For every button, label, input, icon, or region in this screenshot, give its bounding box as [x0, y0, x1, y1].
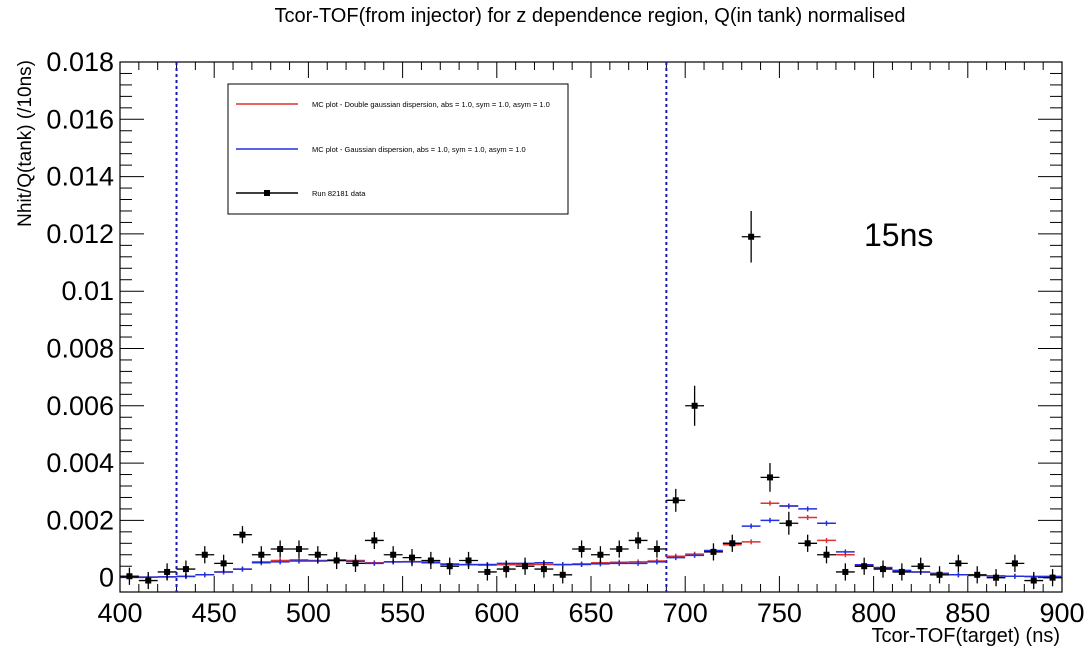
data-point [371, 537, 378, 544]
data-point [616, 546, 623, 553]
data-point [936, 571, 943, 578]
y-tick-label: 0.002 [46, 505, 114, 535]
data-point [861, 563, 868, 570]
data-point [220, 560, 227, 567]
y-axis-label: Nhit/Q(tank) (/10ns) [15, 60, 36, 227]
y-tick-label: 0.008 [46, 333, 114, 363]
data-point [182, 566, 189, 573]
data-point [880, 566, 887, 573]
data-point [277, 546, 284, 553]
x-tick-label: 700 [663, 598, 708, 628]
legend-entry-black: Run 82181 data [312, 189, 366, 198]
data-point [974, 571, 981, 578]
data-point [710, 548, 717, 555]
data-point [672, 497, 679, 504]
legend: MC plot - Double gaussian dispersion, ab… [227, 83, 569, 215]
y-tick-label: 0.014 [46, 162, 114, 192]
data-point [164, 568, 171, 575]
data-point [427, 557, 434, 564]
x-tick-label: 550 [380, 598, 425, 628]
legend-marker-black [264, 190, 270, 196]
data-point [484, 568, 491, 575]
x-tick-label: 850 [945, 598, 990, 628]
data-point [691, 402, 698, 409]
data-point [785, 520, 792, 527]
data-point [258, 551, 265, 558]
data-point [126, 573, 133, 580]
annotation-15ns: 15ns [864, 217, 933, 253]
y-tick-label: 0.012 [46, 219, 114, 249]
data-point [1030, 577, 1037, 584]
data-point [653, 546, 660, 553]
data-point [295, 546, 302, 553]
data-point [465, 557, 472, 564]
x-tick-label: 650 [568, 598, 613, 628]
y-tick-label: 0 [99, 563, 114, 593]
x-tick-label: 450 [192, 598, 237, 628]
chart-title: Tcor-TOF(from injector) for z dependence… [275, 5, 906, 27]
data-point [145, 577, 152, 584]
data-point [993, 574, 1000, 581]
x-axis-label: Tcor-TOF(target) (ns) [871, 625, 1060, 647]
data-point [390, 551, 397, 558]
y-tick-label: 0.006 [46, 391, 114, 421]
data-point [635, 537, 642, 544]
data-point [540, 566, 547, 573]
x-tick-label: 600 [474, 598, 519, 628]
data-point [1011, 560, 1018, 567]
data-point [559, 571, 566, 578]
data-point [955, 560, 962, 567]
data-point [917, 563, 924, 570]
series-layer [120, 210, 1062, 590]
data-point [352, 560, 359, 567]
y-tick-label: 0.004 [46, 448, 114, 478]
data-point [239, 531, 246, 538]
data-point [522, 563, 529, 570]
data-point [597, 551, 604, 558]
x-tick-label: 800 [851, 598, 896, 628]
data-point [823, 551, 830, 558]
region-lines [175, 62, 668, 592]
x-tick-label: 900 [1039, 598, 1084, 628]
data-point [729, 540, 736, 547]
data-point [578, 546, 585, 553]
data-point [409, 554, 416, 561]
legend-entry-blue: MC plot - Gaussian dispersion, abs = 1.0… [312, 145, 526, 154]
y-tick-label: 0.016 [46, 104, 114, 134]
x-tick-label: 500 [286, 598, 331, 628]
legend-entry-red: MC plot - Double gaussian dispersion, ab… [312, 100, 550, 109]
data-point [766, 474, 773, 481]
y-tick-label: 0.01 [61, 276, 114, 306]
data-point [842, 568, 849, 575]
data-point [804, 540, 811, 547]
data-point [748, 233, 755, 240]
data-point [314, 551, 321, 558]
data-point [898, 568, 905, 575]
data-point [201, 551, 208, 558]
x-tick-label: 750 [757, 598, 802, 628]
data-point [1049, 574, 1056, 581]
data-point [333, 557, 340, 564]
data-point [503, 566, 510, 573]
x-tick-label: 400 [97, 598, 142, 628]
y-tick-label: 0.018 [46, 47, 114, 77]
data-point [446, 563, 453, 570]
